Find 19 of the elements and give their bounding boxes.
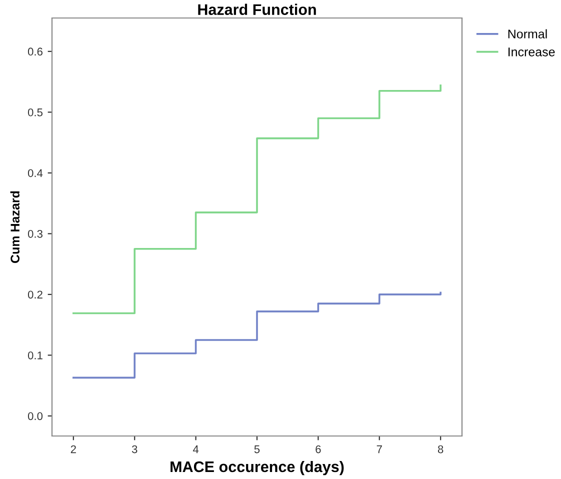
- x-tick-label: 2: [70, 445, 76, 454]
- legend-label: Normal: [508, 29, 547, 38]
- y-tick-label: 0.0: [28, 412, 43, 420]
- y-tick-label: 0.4: [28, 169, 43, 178]
- chart-title: Hazard Function: [198, 4, 316, 15]
- legend-label: Increase: [508, 48, 555, 56]
- x-tick-label: 8: [438, 445, 444, 454]
- x-tick-label: 6: [316, 445, 321, 454]
- y-tick-label: 0.5: [28, 108, 43, 116]
- x-tick-label: 5: [254, 445, 260, 454]
- y-tick-label: 0.1: [28, 351, 42, 360]
- x-tick-label: 7: [376, 445, 382, 454]
- x-tick-label: 3: [132, 445, 138, 454]
- x-tick-label: 4: [192, 445, 199, 454]
- y-axis-title: Cum Hazard: [10, 191, 20, 263]
- x-axis-title: MACE occurence (days): [170, 460, 344, 476]
- y-tick-label: 0.6: [28, 48, 42, 56]
- y-tick-label: 0.3: [28, 230, 42, 238]
- y-tick-label: 0.2: [28, 290, 42, 299]
